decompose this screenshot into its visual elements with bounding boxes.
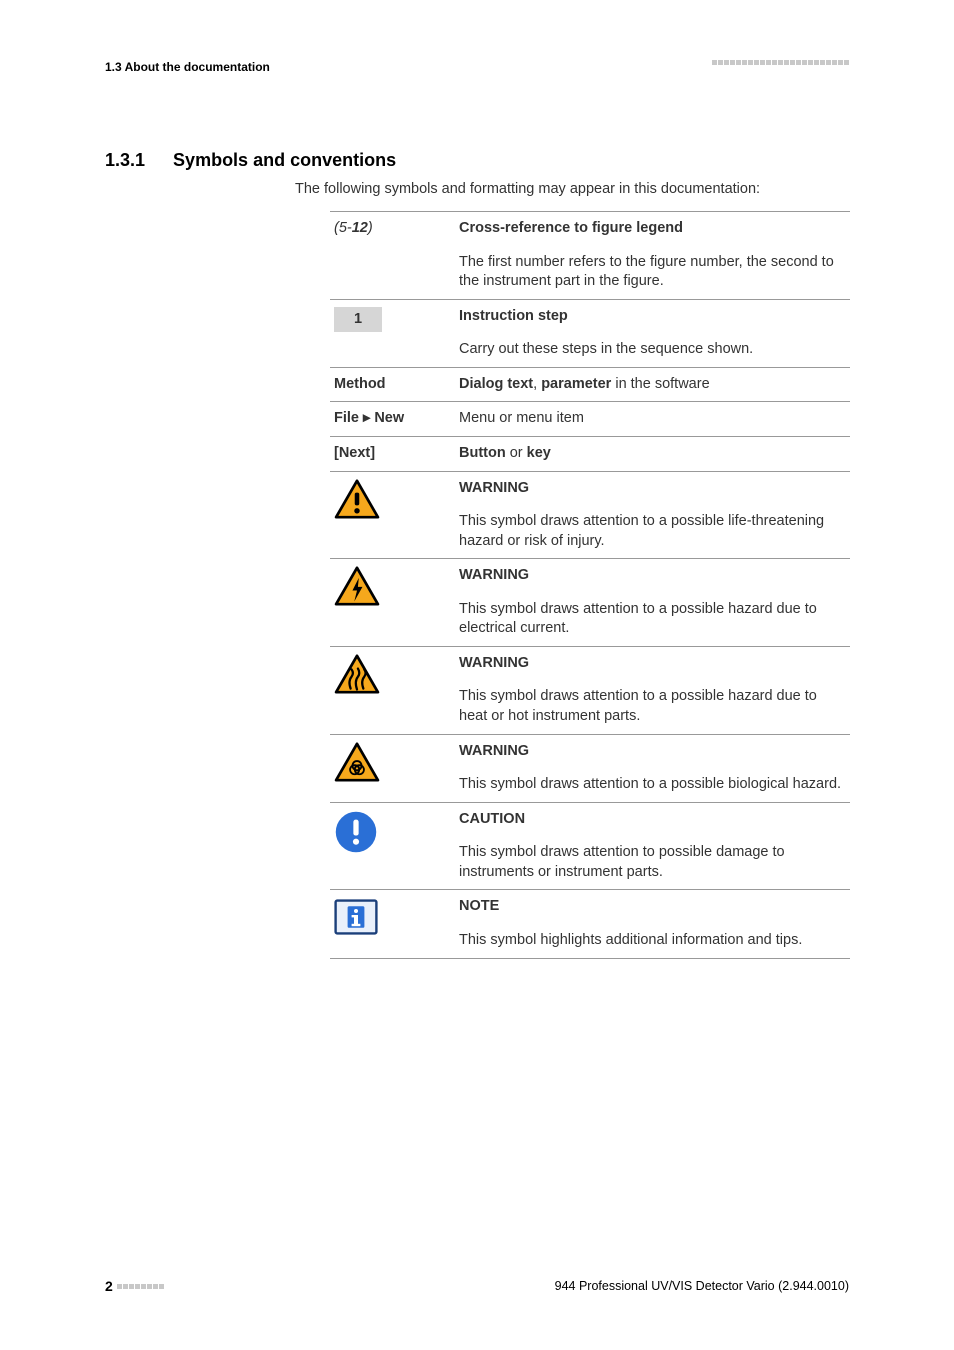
caution-title: CAUTION: [455, 803, 850, 837]
footer-product-label: 944 Professional UV/VIS Detector Vario (…: [555, 1279, 849, 1293]
warn3-body: This symbol draws attention to a possibl…: [455, 680, 850, 734]
caution-icon: [334, 810, 378, 854]
filenew-body: Menu or menu item: [455, 402, 850, 436]
step-title: Instruction step: [455, 300, 850, 334]
intro-paragraph: The following symbols and formatting may…: [295, 181, 849, 197]
table-row: WARNING: [330, 735, 850, 769]
page-number: 2: [105, 1278, 113, 1294]
section-heading: 1.3.1 Symbols and conventions: [105, 150, 849, 171]
warn1-title: WARNING: [455, 472, 850, 506]
warn4-title: WARNING: [455, 735, 850, 769]
warning-electric-icon: [334, 566, 380, 606]
warning-biohazard-icon: [334, 742, 380, 782]
filenew-label: File ▸ New: [330, 402, 455, 436]
table-row: Method Dialog text, parameter in the sof…: [330, 368, 850, 402]
page-header: 1.3 About the documentation: [105, 60, 849, 74]
header-section-label: 1.3 About the documentation: [105, 60, 270, 74]
warning-general-icon: [334, 479, 380, 519]
next-body: Button or key: [455, 437, 850, 471]
footer-ornament: [117, 1284, 164, 1289]
crossref-body: The first number refers to the figure nu…: [455, 246, 850, 300]
warning-heat-icon: [334, 654, 380, 694]
crossref-title: Cross-reference to figure legend: [455, 212, 850, 246]
next-label: [Next]: [330, 437, 455, 471]
warn4-body: This symbol draws attention to a possibl…: [455, 768, 850, 802]
step-number-box: 1: [334, 307, 382, 333]
warn1-body: This symbol draws attention to a possibl…: [455, 505, 850, 559]
footer-left: 2: [105, 1278, 164, 1294]
table-row: [Next] Button or key: [330, 437, 850, 471]
table-row: File ▸ New Menu or menu item: [330, 402, 850, 436]
section-number: 1.3.1: [105, 150, 145, 171]
table-row: NOTE: [330, 890, 850, 924]
table-row: CAUTION: [330, 803, 850, 837]
caution-body: This symbol draws attention to possible …: [455, 836, 850, 890]
page-footer: 2 944 Professional UV/VIS Detector Vario…: [105, 1278, 849, 1294]
note-icon: [334, 897, 378, 937]
note-title: NOTE: [455, 890, 850, 924]
method-label: Method: [330, 368, 455, 402]
warn3-title: WARNING: [455, 647, 850, 681]
table-row: WARNING: [330, 472, 850, 506]
note-body: This symbol highlights additional inform…: [455, 924, 850, 958]
warn2-title: WARNING: [455, 559, 850, 593]
definitions-table: (5-12) Cross-reference to figure legend …: [330, 211, 850, 959]
table-row: 1 Instruction step: [330, 300, 850, 334]
method-body: Dialog text, parameter in the software: [455, 368, 850, 402]
table-row: WARNING: [330, 559, 850, 593]
crossref-example: (5-12): [334, 220, 373, 236]
main-content: 1.3.1 Symbols and conventions The follow…: [105, 150, 849, 959]
step-body: Carry out these steps in the sequence sh…: [455, 333, 850, 367]
header-ornament: [712, 60, 849, 74]
warn2-body: This symbol draws attention to a possibl…: [455, 593, 850, 647]
table-row: WARNING: [330, 647, 850, 681]
section-title: Symbols and conventions: [173, 150, 396, 171]
table-row: (5-12) Cross-reference to figure legend: [330, 212, 850, 246]
